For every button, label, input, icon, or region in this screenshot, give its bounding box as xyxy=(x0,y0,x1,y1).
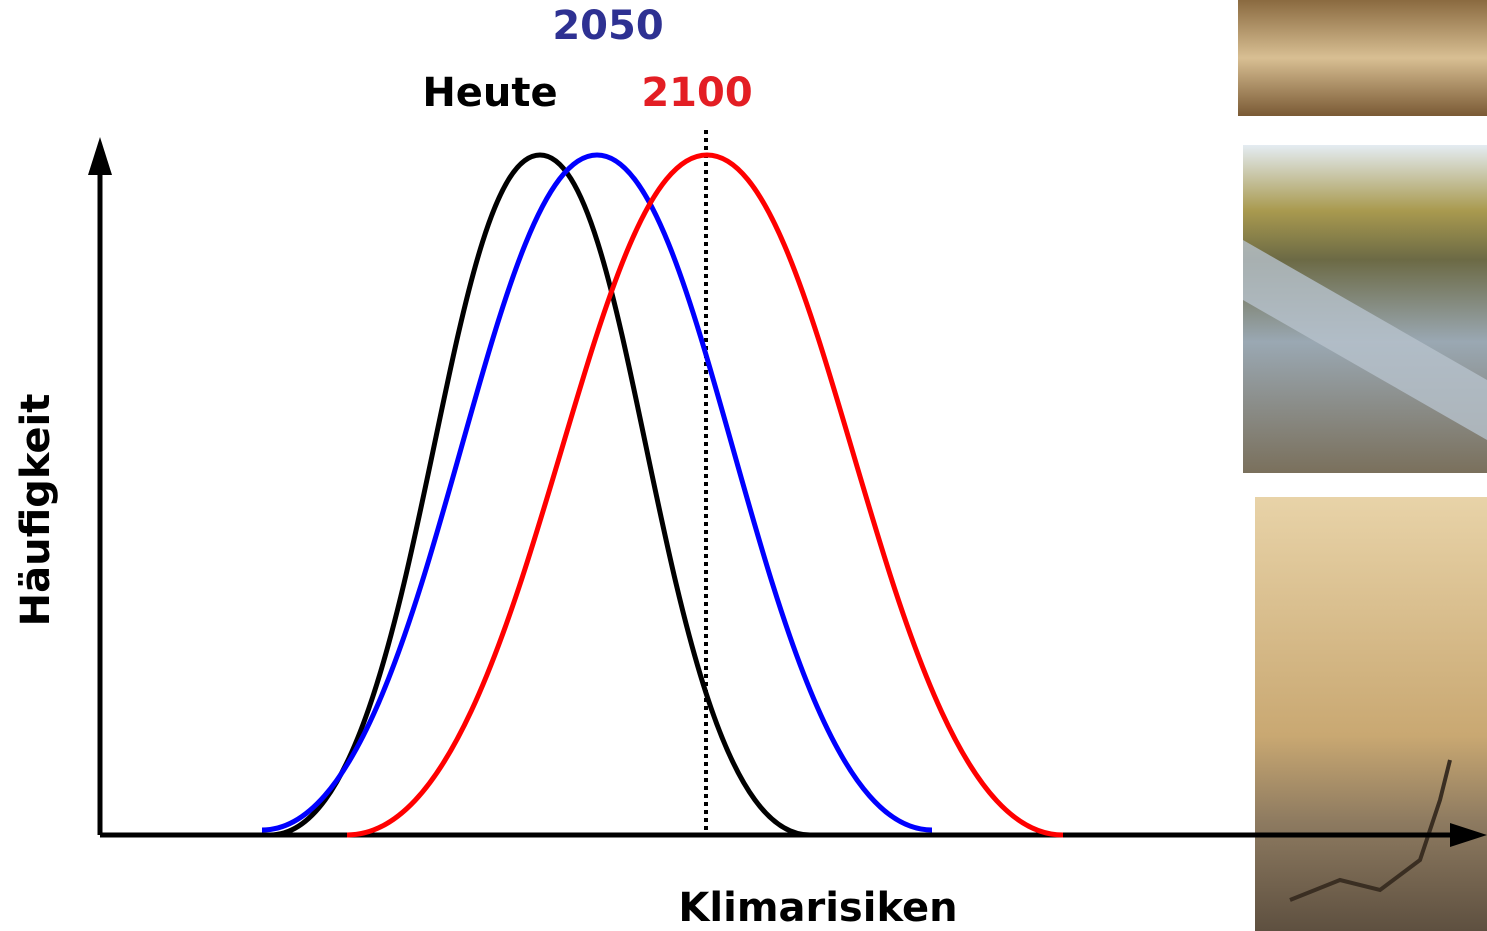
x-axis-title: Klimarisiken xyxy=(678,885,957,931)
photo-dry-corn xyxy=(1238,0,1487,116)
y-axis-title: Häufigkeit xyxy=(13,394,59,627)
label-today: Heute xyxy=(422,70,557,116)
photo-drought xyxy=(1255,497,1487,931)
diagram: 2050 Heute 2100 Häufigkeit Klimarisiken xyxy=(0,0,1487,931)
label-2050: 2050 xyxy=(552,3,663,49)
y-axis-arrow xyxy=(88,137,112,175)
page: {"labels": {"year_2050": "2050", "today"… xyxy=(0,0,1487,931)
curve-today xyxy=(270,155,810,835)
label-2100: 2100 xyxy=(641,70,752,116)
